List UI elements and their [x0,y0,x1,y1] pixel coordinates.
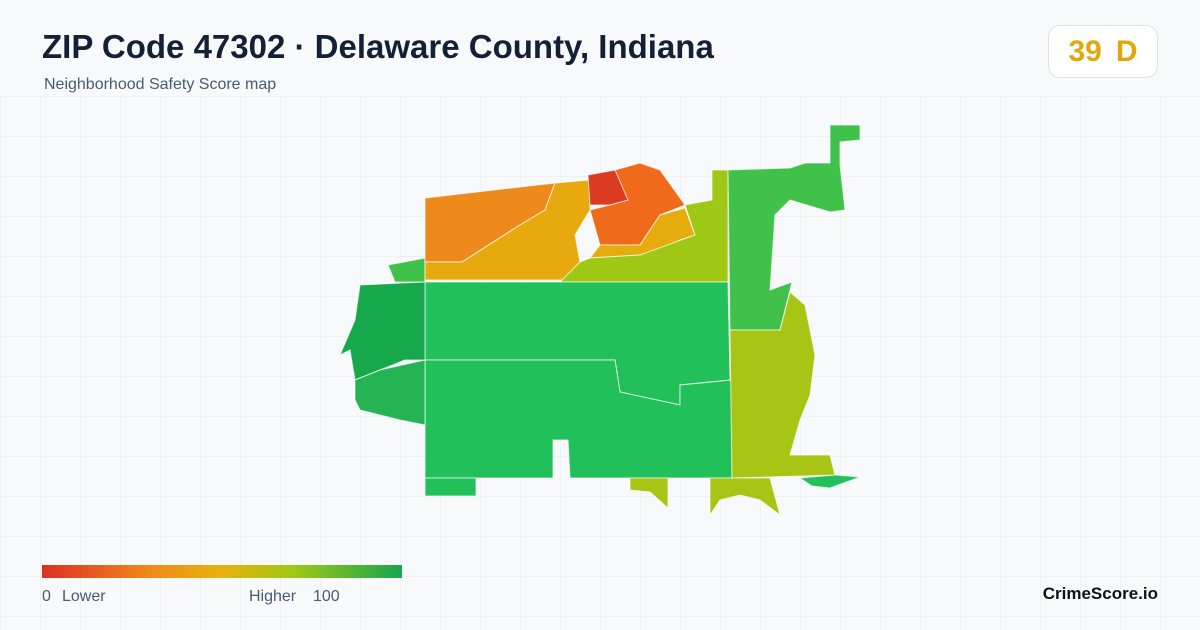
region [424,477,477,497]
legend-gradient [42,565,402,578]
legend-max-label: Higher [249,588,297,605]
map-regions [339,124,861,517]
score-value: 39 [1068,34,1102,68]
score-grade: D [1115,34,1138,68]
title: ZIP Code 47302 · Delaware County, Indian… [42,28,714,65]
region [709,477,781,517]
region [727,124,861,331]
brand: CrimeScore.io [1042,584,1158,603]
region [354,359,426,426]
region [629,477,669,510]
score-badge: 39 D [1048,25,1158,78]
region [729,291,836,479]
legend-min: 0 [42,588,51,605]
legend-min-label: Lower [62,588,106,605]
subtitle: Neighborhood Safety Score map [44,76,277,93]
legend-max: 100 [313,588,340,605]
region [798,474,861,489]
